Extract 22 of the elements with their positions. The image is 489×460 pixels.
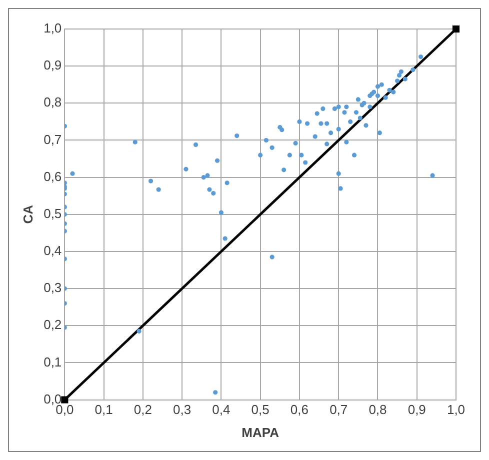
x-tick-label: 0,8 xyxy=(368,402,387,418)
x-tick-label: 0,2 xyxy=(134,402,152,418)
x-tick-label: 0,4 xyxy=(212,402,230,418)
x-axis-title: MAPA xyxy=(242,424,280,440)
x-tick-label: 0,1 xyxy=(94,402,113,418)
x-tick-label: 0,9 xyxy=(408,402,426,418)
x-tick-label: 0,7 xyxy=(330,402,348,418)
x-tick-label: 0,5 xyxy=(251,402,270,418)
x-tick-label: 0,6 xyxy=(290,402,309,418)
y-tick-label: 0,1 xyxy=(44,354,62,370)
y-tick-label: 0,8 xyxy=(44,94,62,110)
y-tick-label: 0,2 xyxy=(44,317,62,332)
y-axis-title: CA xyxy=(20,204,36,224)
x-tick-label: 0,3 xyxy=(173,402,192,418)
x-tick-label: 1,0 xyxy=(446,402,466,418)
y-tick-label: 1,0 xyxy=(44,20,62,36)
y-tick-label: 0,5 xyxy=(44,206,62,221)
y-tick-label: 0,6 xyxy=(44,168,62,184)
y-tick-label: 0,7 xyxy=(44,132,62,147)
y-tick-label: 0,9 xyxy=(44,58,62,73)
y-tick-label: 0,3 xyxy=(44,280,62,296)
y-tick-label: 0,4 xyxy=(44,243,62,258)
